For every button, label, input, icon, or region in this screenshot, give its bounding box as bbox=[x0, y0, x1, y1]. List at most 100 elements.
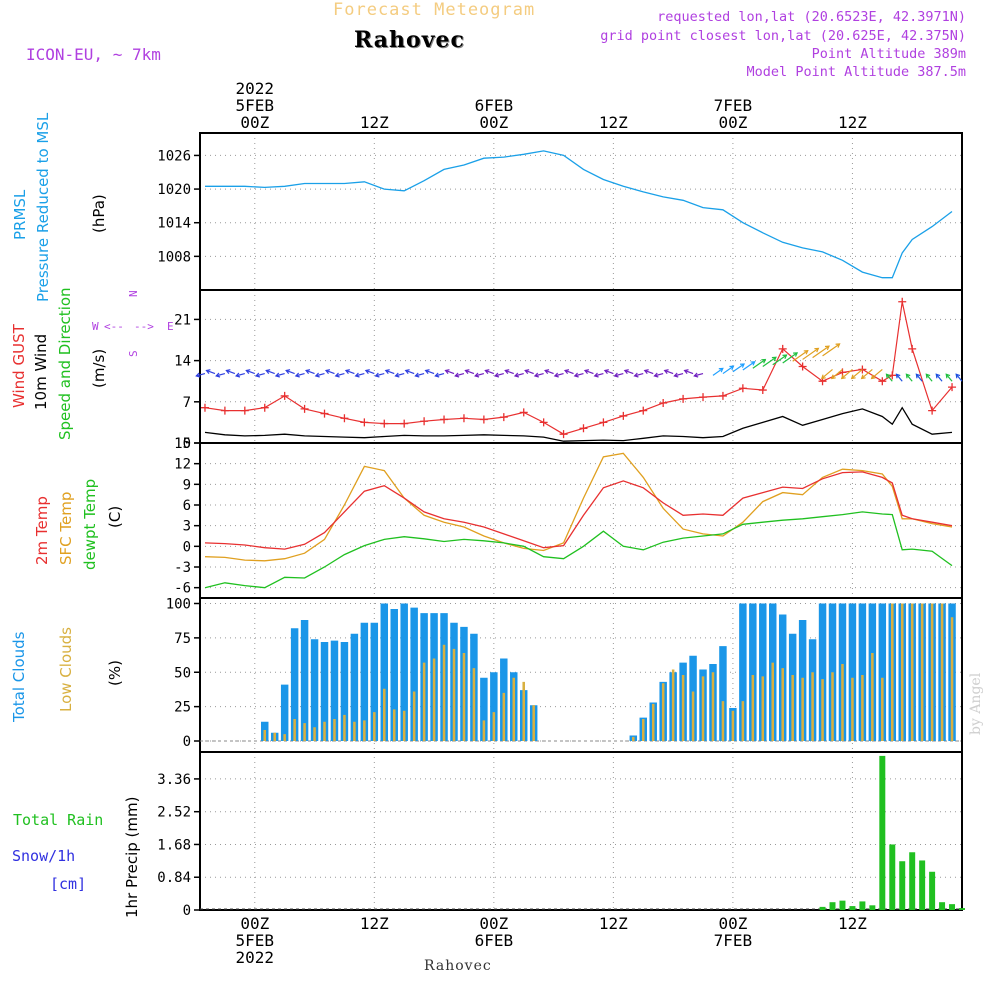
precip-ytick-label: 0 bbox=[183, 903, 191, 919]
precip-ytick-label: 1.68 bbox=[157, 837, 191, 853]
wind-direction-arrowhead bbox=[344, 369, 350, 374]
wind-gust-label: Wind GUST bbox=[10, 323, 28, 408]
total-cloud-bar bbox=[370, 622, 379, 741]
gust-marker bbox=[798, 362, 807, 371]
total-cloud-bar bbox=[360, 622, 369, 741]
sfc-temp-label: SFC Temp bbox=[57, 492, 75, 565]
clouds-ytick-label: 100 bbox=[166, 597, 191, 613]
wind-direction-arrowhead bbox=[824, 345, 830, 351]
gust-marker bbox=[619, 411, 628, 420]
wind-direction-arrow bbox=[945, 373, 953, 382]
top-time-label: 12Z bbox=[360, 113, 389, 132]
low-cloud-bar bbox=[871, 653, 874, 741]
temperature-ytick-label: 3 bbox=[183, 519, 191, 535]
wind-direction-arrowhead bbox=[835, 343, 841, 348]
gust-marker bbox=[699, 393, 708, 402]
gust-marker bbox=[320, 409, 329, 418]
gust-marker bbox=[499, 413, 508, 422]
wind-direction-arrowhead bbox=[830, 374, 836, 380]
temperature-frame bbox=[199, 442, 963, 599]
gust-marker bbox=[858, 365, 867, 374]
wind-direction-arrowhead bbox=[404, 369, 410, 374]
wind-direction-arrow bbox=[886, 373, 893, 382]
wind-direction-arrow bbox=[415, 372, 425, 377]
snow-unit-label: [cm] bbox=[50, 875, 86, 893]
low-cloud-bar bbox=[821, 679, 824, 741]
wind-direction-arrowhead bbox=[840, 374, 846, 380]
wind-direction-arrow bbox=[654, 372, 664, 377]
wind-direction-arrow bbox=[812, 345, 830, 359]
wind-direction-arrow bbox=[802, 347, 819, 360]
rain-bar bbox=[909, 852, 916, 910]
gust-marker bbox=[479, 415, 488, 424]
low-cloud-bar bbox=[811, 672, 814, 741]
rain-bar bbox=[919, 860, 926, 910]
wind-direction-arrowhead bbox=[513, 372, 520, 378]
rain-bar bbox=[939, 902, 946, 910]
rain-bar bbox=[949, 904, 956, 910]
wind-direction-arrowhead bbox=[563, 369, 570, 374]
pressure-ytick-label: 1014 bbox=[157, 216, 191, 232]
compass-w: W bbox=[92, 320, 99, 333]
wind-direction-arrow bbox=[905, 373, 913, 382]
wind-direction-arrow bbox=[435, 372, 445, 377]
wind-direction-arrow bbox=[355, 372, 365, 377]
wind-direction-arrowhead bbox=[573, 372, 579, 378]
wind-direction-arrowhead bbox=[294, 372, 300, 378]
wind-direction-arrow bbox=[266, 369, 275, 375]
wind-direction-arrowhead bbox=[803, 349, 809, 355]
wind-direction-arrow bbox=[325, 369, 335, 375]
wind-direction-arrow bbox=[405, 369, 415, 375]
total-cloud-bar bbox=[878, 603, 887, 741]
footer-location: Rahovec bbox=[424, 958, 492, 974]
wind-direction-arrowhead bbox=[653, 372, 659, 378]
low-cloud-bar bbox=[522, 681, 525, 741]
wind-direction-arrow bbox=[196, 372, 206, 377]
gust-marker bbox=[639, 406, 648, 415]
point-altitude: Point Altitude 389m bbox=[811, 46, 966, 62]
pressure-ytick-label: 1008 bbox=[157, 249, 191, 265]
low-cloud-bar bbox=[313, 727, 316, 741]
wind-direction-arrowhead bbox=[693, 372, 699, 378]
top-time-label: 12Z bbox=[838, 113, 867, 132]
wind-direction-arrowhead bbox=[434, 372, 440, 378]
wind-unit: (m/s) bbox=[90, 349, 108, 388]
total-cloud-bar bbox=[818, 603, 827, 741]
total-cloud-bar bbox=[390, 609, 398, 741]
low-cloud-bar bbox=[940, 603, 944, 741]
total-cloud-bar bbox=[490, 672, 498, 741]
low-cloud-bar bbox=[771, 662, 775, 741]
temperature-ytick-label: 9 bbox=[183, 477, 191, 493]
total-cloud-bar bbox=[400, 603, 408, 741]
gust-marker bbox=[519, 408, 528, 417]
wind-direction-arrowhead bbox=[915, 373, 921, 379]
precip-ytick-label: 2.52 bbox=[157, 805, 191, 821]
gust-marker bbox=[948, 383, 957, 392]
gust-marker bbox=[420, 417, 429, 426]
wind-direction-arrowhead bbox=[504, 369, 510, 374]
wind-direction-arrow bbox=[915, 373, 923, 382]
wind-direction-arrow bbox=[772, 354, 787, 366]
wind-direction-arrow bbox=[305, 369, 315, 375]
wind-direction-arrowhead bbox=[524, 369, 530, 374]
low-cloud-bar bbox=[343, 714, 346, 741]
wind-direction-arrow bbox=[684, 369, 694, 375]
wind-direction-arrowhead bbox=[265, 369, 271, 374]
total-cloud-bar bbox=[739, 603, 747, 741]
precip-ytick-label: 3.36 bbox=[157, 772, 191, 788]
model-label: ICON-EU, ~ 7km bbox=[26, 45, 161, 64]
wind-direction-arrow bbox=[574, 372, 584, 377]
wind-direction-arrow bbox=[525, 369, 534, 375]
wind-ytick-label: 0 bbox=[183, 436, 191, 452]
total-cloud-bar bbox=[749, 603, 757, 741]
wind-direction-arrowhead bbox=[793, 352, 799, 357]
rain-bar bbox=[839, 900, 846, 910]
gust-marker bbox=[718, 391, 727, 400]
low-cloud-bar bbox=[462, 653, 466, 741]
pressure-ytick-label: 1020 bbox=[157, 182, 191, 198]
low-cloud-bar bbox=[721, 701, 725, 741]
low-cloud-bar bbox=[502, 692, 506, 741]
compass-n: N bbox=[127, 290, 140, 297]
low-cloud-bar bbox=[412, 691, 416, 741]
